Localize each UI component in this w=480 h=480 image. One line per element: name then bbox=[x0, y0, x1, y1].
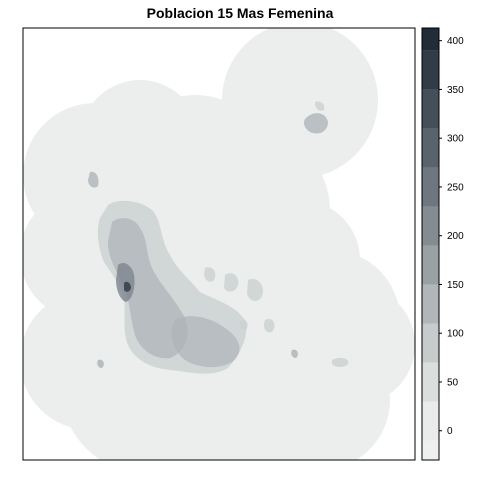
legend-bin bbox=[422, 284, 439, 324]
legend-tick-label: 300 bbox=[447, 134, 464, 145]
legend-tick-label: 400 bbox=[447, 36, 464, 47]
urban-cluster bbox=[291, 349, 298, 358]
legend-bin bbox=[422, 440, 439, 460]
legend-bin bbox=[422, 89, 439, 129]
urban-cluster bbox=[332, 357, 349, 367]
urban-cluster bbox=[224, 273, 239, 292]
urban-cluster bbox=[303, 113, 328, 134]
urban-cluster bbox=[263, 318, 275, 333]
legend-bin bbox=[422, 401, 439, 441]
buffer-circle bbox=[250, 330, 390, 460]
legend-bin bbox=[422, 206, 439, 246]
urban-cluster bbox=[97, 359, 104, 368]
urban-cluster bbox=[247, 278, 263, 302]
urban-cluster bbox=[204, 267, 216, 282]
legend-tick-label: 150 bbox=[447, 280, 464, 291]
legend-colorbar: 0 50 100 150 200 250 300 350 400 bbox=[421, 27, 464, 461]
legend-tick-label: 100 bbox=[447, 329, 464, 340]
legend-bin bbox=[422, 28, 439, 51]
urban-cluster bbox=[108, 218, 188, 359]
map-title: Poblacion 15 Mas Femenina bbox=[146, 5, 334, 21]
urban-area bbox=[88, 101, 349, 374]
legend-tick-label: 0 bbox=[447, 426, 453, 437]
legend-bin bbox=[422, 245, 439, 285]
urban-cluster bbox=[171, 316, 240, 368]
legend-bin bbox=[422, 323, 439, 363]
urban-cluster bbox=[315, 101, 325, 111]
urban-cluster bbox=[124, 281, 131, 292]
plot-frame bbox=[22, 27, 416, 461]
legend-tick-label: 350 bbox=[447, 85, 464, 96]
legend-tick-label: 250 bbox=[447, 182, 464, 193]
legend-tick-label: 200 bbox=[447, 231, 464, 242]
legend-frame bbox=[421, 27, 440, 461]
legend-tick-label: 50 bbox=[447, 377, 459, 388]
urban-cluster bbox=[88, 171, 99, 188]
legend-bin bbox=[422, 167, 439, 207]
legend-bin bbox=[422, 362, 439, 402]
legend-bin bbox=[422, 128, 439, 168]
legend-bin bbox=[422, 50, 439, 90]
urban-cluster bbox=[239, 319, 248, 331]
